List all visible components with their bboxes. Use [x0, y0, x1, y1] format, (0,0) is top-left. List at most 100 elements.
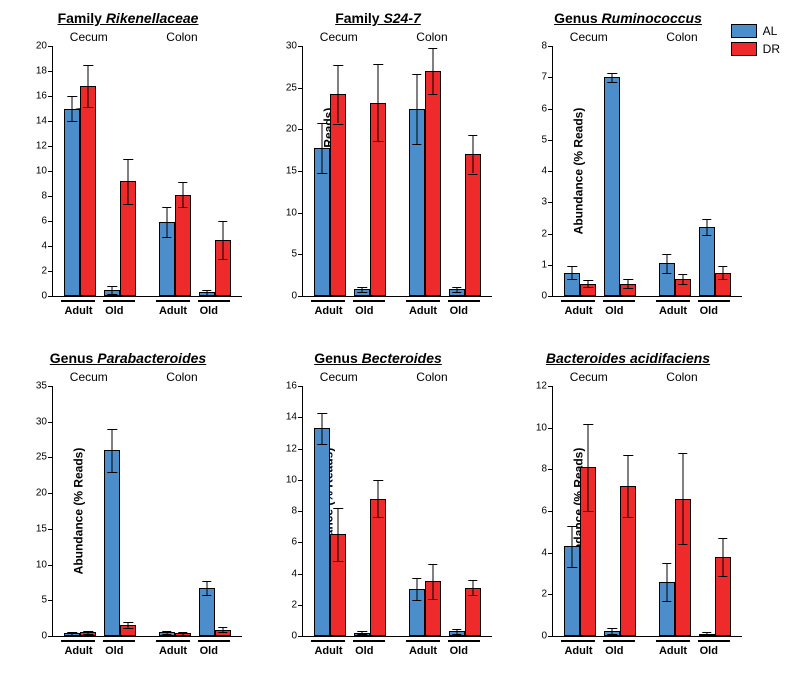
- xgroup-label: Adult: [564, 645, 592, 657]
- error-cap: [178, 632, 187, 633]
- xgroup-label: Adult: [659, 645, 687, 657]
- legend-label-al: AL: [763, 24, 778, 38]
- xgroup-label: Adult: [314, 645, 342, 657]
- subtitle-cecum: Cecum: [70, 30, 108, 44]
- error-bar: [432, 564, 433, 598]
- error-cap: [428, 48, 437, 49]
- y-tick: [48, 171, 53, 172]
- xgroup-line: [311, 640, 345, 642]
- y-tick: [48, 271, 53, 272]
- y-tick: [548, 234, 553, 235]
- error-cap: [702, 219, 711, 220]
- xgroup-label: Old: [700, 305, 718, 317]
- y-tick: [548, 511, 553, 512]
- y-tick-label: 30: [25, 416, 47, 427]
- y-tick: [48, 493, 53, 494]
- y-tick: [548, 386, 553, 387]
- error-cap: [334, 65, 343, 66]
- chart-panel: Genus RuminococcusCecumColonAbundance (%…: [510, 10, 746, 330]
- error-cap: [357, 631, 366, 632]
- y-tick: [298, 605, 303, 606]
- error-cap: [84, 107, 93, 108]
- chart-area: Abundance (% Reads)012345678: [552, 46, 742, 297]
- xgroup-line: [448, 300, 480, 302]
- y-tick: [298, 511, 303, 512]
- xgroup-line: [448, 640, 480, 642]
- xgroup-line: [198, 640, 230, 642]
- error-cap: [412, 74, 421, 75]
- xgroup-label: Adult: [659, 305, 687, 317]
- error-cap: [718, 576, 727, 577]
- y-tick: [298, 542, 303, 543]
- xgroup-label: Old: [355, 305, 373, 317]
- legend-swatch-al: [731, 24, 757, 38]
- error-cap: [178, 182, 187, 183]
- xgroup-line: [156, 640, 190, 642]
- error-cap: [584, 424, 593, 425]
- error-cap: [318, 123, 327, 124]
- subtitle-colon: Colon: [166, 370, 197, 384]
- xgroup-line: [61, 300, 95, 302]
- bar-dr: [175, 195, 191, 296]
- y-tick-label: 3: [525, 197, 547, 208]
- legend-label-dr: DR: [763, 42, 780, 56]
- xgroup-label: Adult: [64, 305, 92, 317]
- error-cap: [623, 517, 632, 518]
- error-cap: [607, 73, 616, 74]
- chart-area: Abundance (% Reads)02468101214161820: [52, 46, 242, 297]
- error-cap: [702, 632, 711, 633]
- y-tick-label: 10: [275, 474, 297, 485]
- error-bar: [322, 123, 323, 173]
- y-tick-label: 5: [275, 249, 297, 260]
- error-bar: [432, 48, 433, 95]
- y-tick-label: 20: [275, 124, 297, 135]
- error-cap: [202, 295, 211, 296]
- error-bar: [722, 538, 723, 576]
- xgroup-label: Adult: [64, 645, 92, 657]
- y-tick: [298, 171, 303, 172]
- y-tick-label: 15: [275, 166, 297, 177]
- y-tick-label: 18: [25, 66, 47, 77]
- y-tick-label: 0: [25, 631, 47, 642]
- subtitle-cecum: Cecum: [320, 370, 358, 384]
- y-tick-label: 4: [25, 241, 47, 252]
- error-cap: [468, 174, 477, 175]
- error-cap: [662, 563, 671, 564]
- xgroup-label: Old: [105, 645, 123, 657]
- y-tick-label: 0: [275, 631, 297, 642]
- error-cap: [428, 94, 437, 95]
- error-cap: [607, 82, 616, 83]
- error-cap: [318, 413, 327, 414]
- error-bar: [378, 480, 379, 518]
- error-cap: [452, 292, 461, 293]
- y-tick-label: 15: [25, 523, 47, 534]
- y-tick-label: 6: [525, 506, 547, 517]
- bar-dr: [370, 499, 386, 637]
- y-tick: [548, 202, 553, 203]
- chart-panel: Family RikenellaceaeCecumColonAbundance …: [10, 10, 246, 330]
- x-axis: AdultOldAdultOld: [552, 637, 742, 667]
- bar-al: [314, 428, 330, 636]
- panel-title: Family Rikenellaceae: [10, 10, 246, 26]
- y-tick: [548, 428, 553, 429]
- y-tick: [298, 417, 303, 418]
- xgroup-line: [156, 300, 190, 302]
- error-cap: [623, 455, 632, 456]
- y-tick: [48, 565, 53, 566]
- error-bar: [628, 455, 629, 518]
- error-bar: [338, 508, 339, 561]
- error-bar: [588, 424, 589, 512]
- x-axis: AdultOldAdultOld: [552, 297, 742, 327]
- chart-area: Abundance (% Reads)024681012: [552, 386, 742, 637]
- error-bar: [338, 65, 339, 123]
- error-cap: [584, 280, 593, 281]
- bar-dr: [465, 154, 481, 296]
- xgroup-label: Adult: [409, 305, 437, 317]
- y-tick-label: 25: [25, 452, 47, 463]
- xgroup-label: Adult: [564, 305, 592, 317]
- error-bar: [628, 279, 629, 288]
- xgroup-label: Old: [450, 305, 468, 317]
- error-cap: [334, 508, 343, 509]
- chart-area: Abundance (% Reads)0246810121416: [302, 386, 492, 637]
- error-cap: [68, 632, 77, 633]
